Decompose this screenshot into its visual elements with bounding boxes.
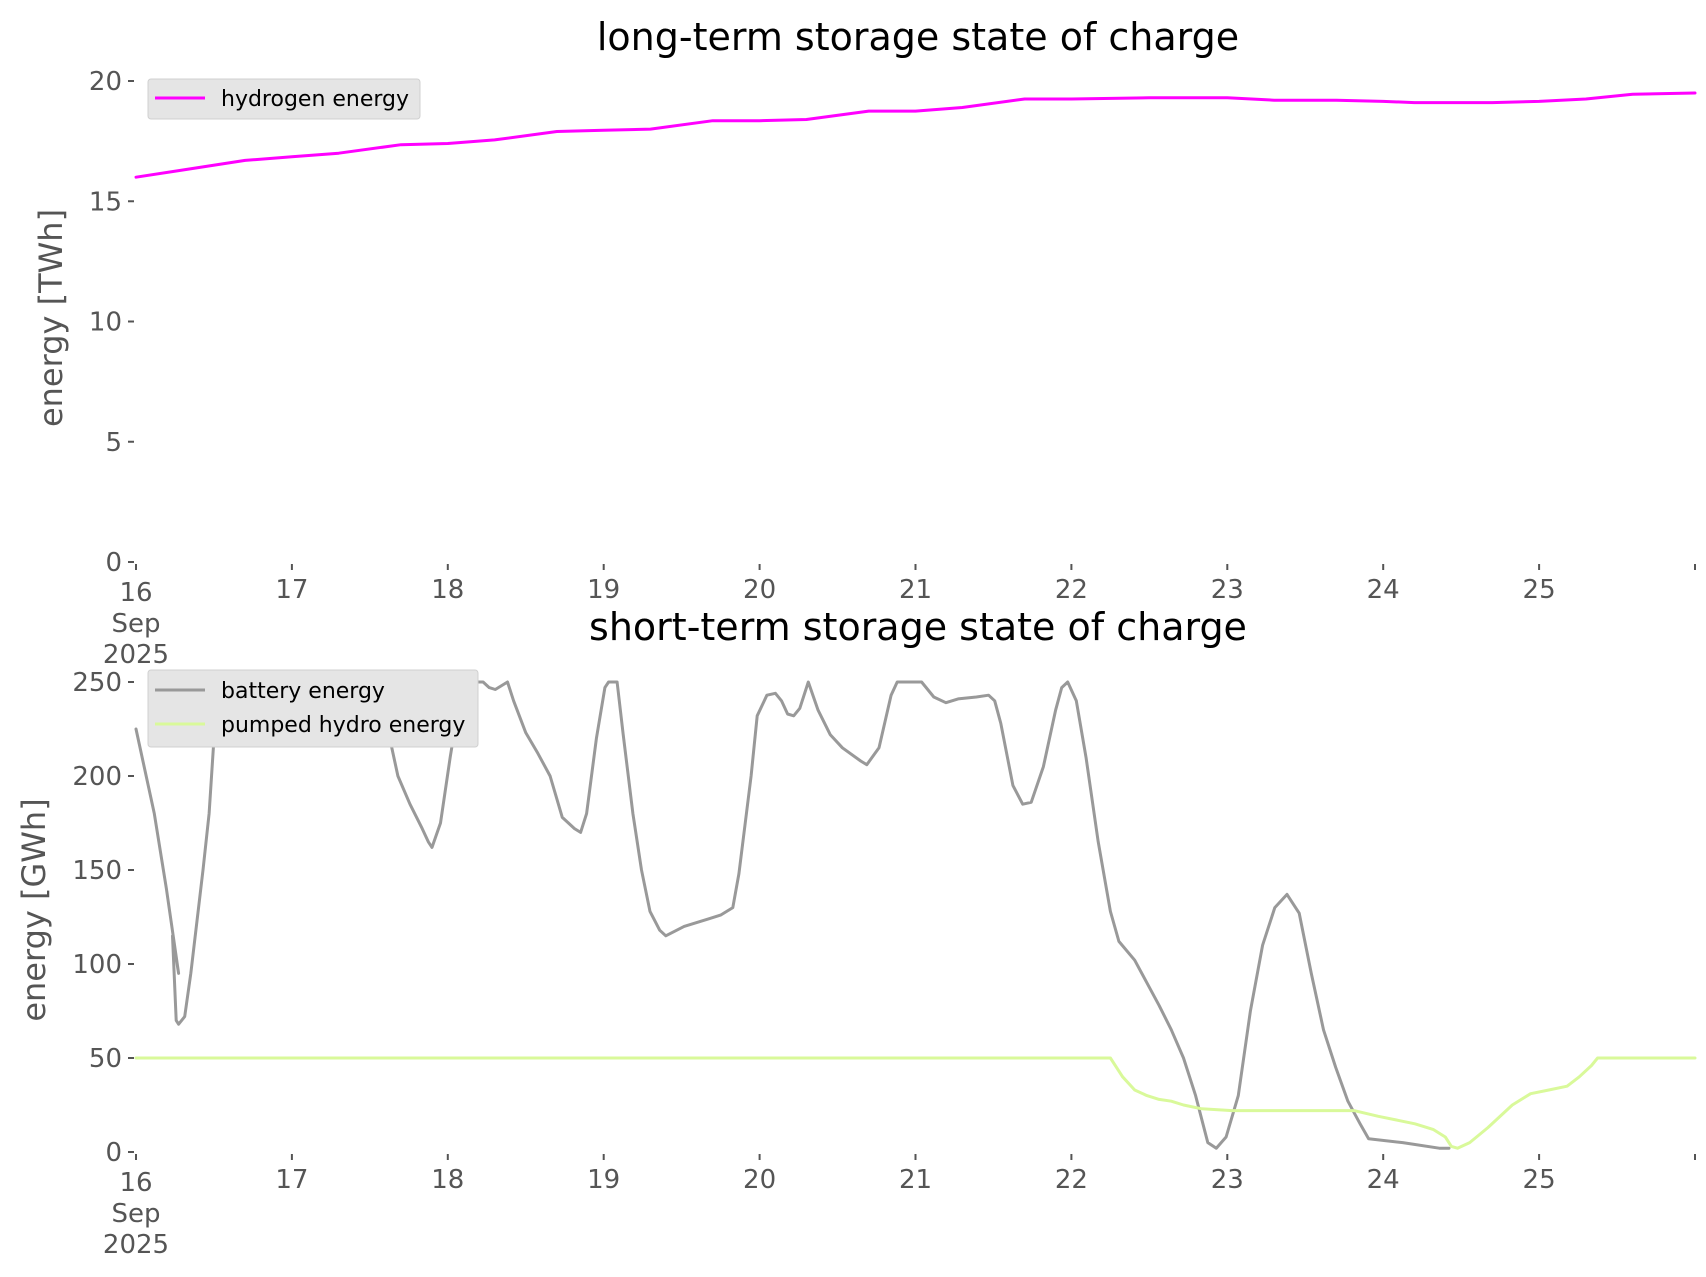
x-tick-label: 23 [1211,575,1244,605]
x-tick-label: 2025 [103,1230,169,1260]
x-tick-label: 19 [587,575,620,605]
x-tick-label: 16 [119,578,152,608]
legend-label-hydrogen: hydrogen energy [221,87,409,112]
x-tick-label: 20 [743,575,776,605]
y-tick-label: 20 [89,67,122,97]
y-tick-label: 0 [105,1138,122,1168]
series [134,680,1697,1150]
x-tick-label: 18 [431,1165,464,1195]
x-tick-label: 17 [275,575,308,605]
y-axis-label: energy [GWh] [15,798,53,1021]
y-ticks: 0 50 100 150 200 250 [72,668,134,1168]
x-tick-label: Sep [111,609,160,639]
x-tick-label: 24 [1367,575,1400,605]
x-tick-label: Sep [111,1199,160,1229]
y-axis-label: energy [TWh] [32,209,70,427]
chart-short-term: short-term storage state of charge energ… [15,605,1697,1260]
x-tick-label: 21 [899,575,932,605]
x-tick-label: 24 [1367,1165,1400,1195]
y-tick-label: 0 [105,548,122,578]
y-tick-label: 150 [72,856,122,886]
legend-label-battery: battery energy [221,679,385,704]
x-tick-label: 18 [431,575,464,605]
y-tick-label: 15 [89,187,122,217]
series-line [134,1056,1697,1150]
x-tick-label: 2025 [103,640,169,670]
series-line [134,680,1451,1150]
series [134,91,1697,179]
chart-long-term: long-term storage state of charge energy… [32,15,1697,670]
legend-box [147,669,479,748]
y-ticks: 0 5 10 15 20 [89,67,134,578]
series-line [134,91,1697,179]
y-tick-label: 10 [89,308,122,338]
legend: hydrogen energy [147,78,421,120]
x-tick-label: 25 [1523,575,1556,605]
x-tick-label: 20 [743,1165,776,1195]
x-tick-label: 23 [1211,1165,1244,1195]
y-tick-label: 50 [89,1044,122,1074]
x-tick-label: 16 [119,1168,152,1198]
y-tick-label: 100 [72,950,122,980]
x-tick-label: 17 [275,1165,308,1195]
chart-title: short-term storage state of charge [589,605,1247,649]
y-tick-label: 5 [105,428,122,458]
legend-box [147,78,421,120]
chart-title: long-term storage state of charge [597,15,1239,59]
x-tick-label: 21 [899,1165,932,1195]
legend-label-pumped-hydro: pumped hydro energy [221,713,465,738]
x-tick-label: 22 [1055,1165,1088,1195]
y-tick-label: 250 [72,668,122,698]
x-tick-label: 25 [1523,1165,1556,1195]
x-tick-label: 22 [1055,575,1088,605]
legend: battery energy pumped hydro energy [147,669,479,748]
x-tick-label: 19 [587,1165,620,1195]
y-tick-label: 200 [72,762,122,792]
